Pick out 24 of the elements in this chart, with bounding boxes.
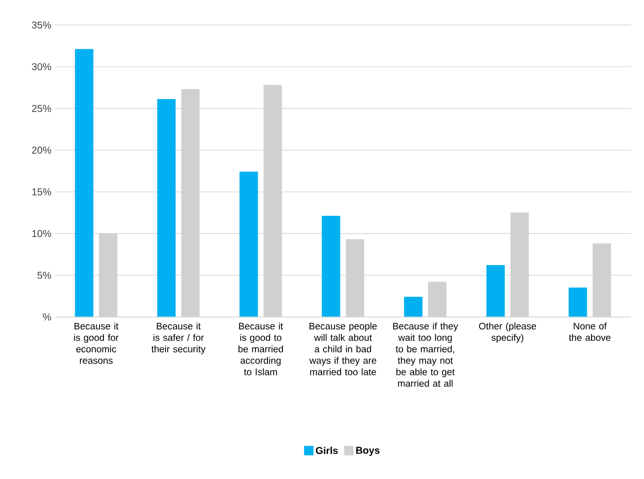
legend-label: Boys [356, 446, 380, 456]
y-tick-label: 20% [32, 146, 52, 154]
y-tick-label: % [42, 314, 52, 320]
y-tick-label: 35% [32, 21, 52, 29]
x-tick-label: None of the above [568, 322, 610, 341]
x-tick-label: Because it is good to be married according to Islam [238, 322, 283, 376]
bar [157, 99, 176, 318]
x-tick-label: Other (please specify) [479, 322, 536, 343]
y-tick-label: 10% [32, 230, 52, 238]
bar [240, 172, 258, 318]
x-tick-label: Because it is safer / for their security [151, 322, 206, 354]
bar [74, 48, 94, 318]
legend-label: Girls [316, 446, 338, 454]
bar [568, 288, 588, 318]
bar [486, 265, 505, 318]
y-tick-label: 5% [37, 272, 52, 279]
y-tick-label: 30% [32, 63, 52, 70]
bar [404, 296, 422, 318]
y-tick-label: 15% [32, 188, 52, 196]
x-tick-label: Because people will talk about a child in bad ways if they are married too late [309, 322, 377, 376]
y-tick-label: 25% [32, 104, 52, 112]
x-tick-label: Because if they wait too long to be married, they may not be able to get married at all [393, 322, 458, 387]
bar [322, 216, 340, 318]
x-tick-label: Because it is good for economic reasons [74, 322, 119, 364]
